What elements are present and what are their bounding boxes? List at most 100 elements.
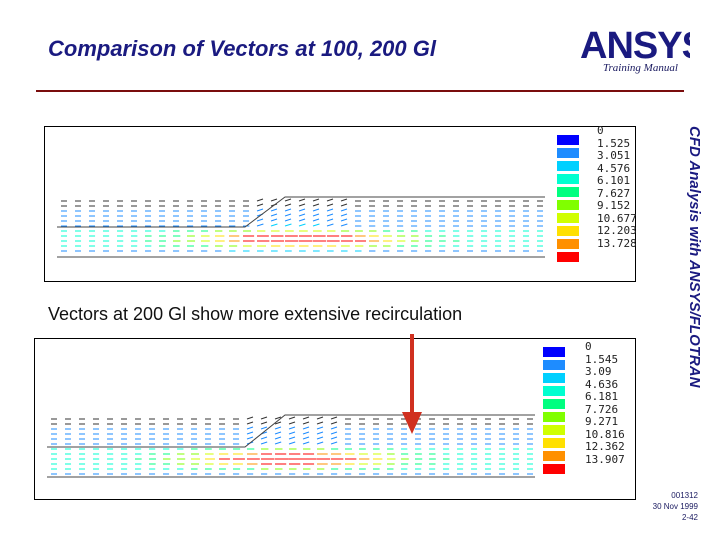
vector-arrow bbox=[288, 441, 296, 445]
legend-value: 0 bbox=[597, 124, 604, 137]
vector-arrow bbox=[288, 426, 296, 430]
vector-plot-200 bbox=[34, 338, 636, 500]
vector-arrow bbox=[330, 416, 338, 420]
vector-arrow bbox=[326, 198, 334, 202]
vector-arrow bbox=[330, 421, 338, 425]
vector-arrow bbox=[274, 441, 282, 445]
vector-arrow bbox=[312, 213, 320, 217]
page-title: Comparison of Vectors at 100, 200 Gl bbox=[48, 36, 436, 61]
side-banner: CFD Analysis with ANSYS/FLOTRAN bbox=[686, 126, 703, 388]
vector-arrow bbox=[326, 218, 334, 222]
vector-arrow bbox=[312, 208, 320, 212]
legend-values-bottom: 0 1.545 3.09 4.636 6.181 7.726 9.271 10.816 12.3… bbox=[585, 340, 625, 466]
pointer-arrow-icon bbox=[402, 334, 422, 434]
vector-arrow bbox=[270, 198, 278, 202]
vector-arrow bbox=[316, 436, 324, 440]
vector-arrow bbox=[288, 431, 296, 435]
vector-arrow bbox=[302, 441, 310, 445]
vector-arrow bbox=[256, 198, 264, 202]
vector-arrow bbox=[274, 416, 282, 420]
vector-arrow bbox=[284, 203, 292, 207]
legend-swatch bbox=[543, 360, 565, 370]
legend-swatch bbox=[543, 425, 565, 435]
training-manual-label: Training Manual bbox=[603, 62, 678, 74]
vector-arrow bbox=[298, 208, 306, 212]
vector-arrow bbox=[284, 218, 292, 222]
legend-value: 4.576 bbox=[597, 161, 631, 175]
legend-swatch bbox=[557, 213, 579, 223]
vector-plot-100 bbox=[44, 126, 636, 282]
legend-swatch bbox=[557, 226, 579, 236]
vector-arrow bbox=[288, 416, 296, 420]
legend-value: 3.09 bbox=[585, 365, 612, 378]
vector-arrow bbox=[270, 223, 278, 227]
legend-swatch bbox=[543, 399, 565, 409]
vector-arrow bbox=[330, 441, 338, 445]
vector-arrow bbox=[330, 436, 338, 440]
legend-value: 12.362 bbox=[585, 440, 625, 453]
vector-arrow bbox=[312, 203, 320, 207]
legend-swatch bbox=[557, 252, 579, 262]
vector-arrow bbox=[246, 421, 254, 425]
footer-date: 30 Nov 1999 bbox=[652, 502, 698, 511]
legend-value: 10.677 bbox=[597, 211, 637, 225]
vector-arrow bbox=[274, 426, 282, 430]
vector-arrow bbox=[316, 416, 324, 420]
vector-arrow bbox=[340, 213, 348, 217]
vector-arrow bbox=[284, 223, 292, 227]
vector-arrow bbox=[260, 426, 268, 430]
footer-page: 2-42 bbox=[681, 513, 698, 522]
vector-arrow bbox=[312, 218, 320, 222]
vector-arrow bbox=[274, 431, 282, 435]
vector-arrow bbox=[260, 436, 268, 440]
vector-arrow bbox=[256, 223, 264, 227]
vector-arrow bbox=[330, 426, 338, 430]
vector-arrow bbox=[270, 213, 278, 217]
vector-field-200 bbox=[47, 347, 565, 478]
vector-arrow bbox=[274, 436, 282, 440]
vector-arrow bbox=[302, 426, 310, 430]
legend-value: 9.271 bbox=[585, 415, 619, 428]
vector-arrow bbox=[298, 203, 306, 207]
vector-arrow bbox=[270, 208, 278, 212]
vector-arrow bbox=[256, 208, 264, 212]
vector-arrow bbox=[302, 421, 310, 425]
vector-arrow bbox=[316, 426, 324, 430]
vector-arrow bbox=[246, 426, 254, 430]
vector-arrow bbox=[284, 208, 292, 212]
vector-arrow bbox=[256, 203, 264, 207]
vector-arrow bbox=[302, 431, 310, 435]
legend-swatch bbox=[557, 148, 579, 158]
vector-arrow bbox=[298, 213, 306, 217]
vector-field-100 bbox=[57, 127, 635, 281]
vector-arrow bbox=[256, 218, 264, 222]
legend-value: 6.181 bbox=[585, 390, 619, 403]
legend-swatch bbox=[543, 373, 565, 383]
vector-arrow bbox=[326, 208, 334, 212]
legend-swatch bbox=[557, 135, 579, 145]
vector-arrow bbox=[288, 421, 296, 425]
vector-arrow bbox=[302, 416, 310, 420]
vector-arrow bbox=[270, 218, 278, 222]
legend-value: 7.726 bbox=[585, 402, 619, 416]
caption: Vectors at 200 Gl show more extensive re… bbox=[48, 304, 463, 324]
vector-arrow bbox=[246, 416, 254, 420]
vector-arrow bbox=[316, 431, 324, 435]
legend-value: 13.907 bbox=[585, 452, 625, 466]
legend-swatch bbox=[543, 451, 565, 461]
legend-value: 1.525 bbox=[597, 136, 631, 150]
vector-arrow bbox=[312, 223, 320, 227]
legend-swatch bbox=[557, 161, 579, 171]
vector-arrow bbox=[298, 218, 306, 222]
legend-value: 13.728 bbox=[597, 236, 637, 250]
legend-value: 10.816 bbox=[585, 427, 625, 441]
vector-arrow bbox=[340, 198, 348, 202]
vector-arrow bbox=[260, 416, 268, 420]
vector-arrow bbox=[274, 421, 282, 425]
vector-arrow bbox=[288, 436, 296, 440]
legend-value: 9.152 bbox=[597, 199, 631, 212]
vector-arrow bbox=[298, 223, 306, 227]
vector-arrow bbox=[302, 436, 310, 440]
legend-value: 6.101 bbox=[597, 174, 631, 187]
vector-arrow bbox=[326, 213, 334, 217]
